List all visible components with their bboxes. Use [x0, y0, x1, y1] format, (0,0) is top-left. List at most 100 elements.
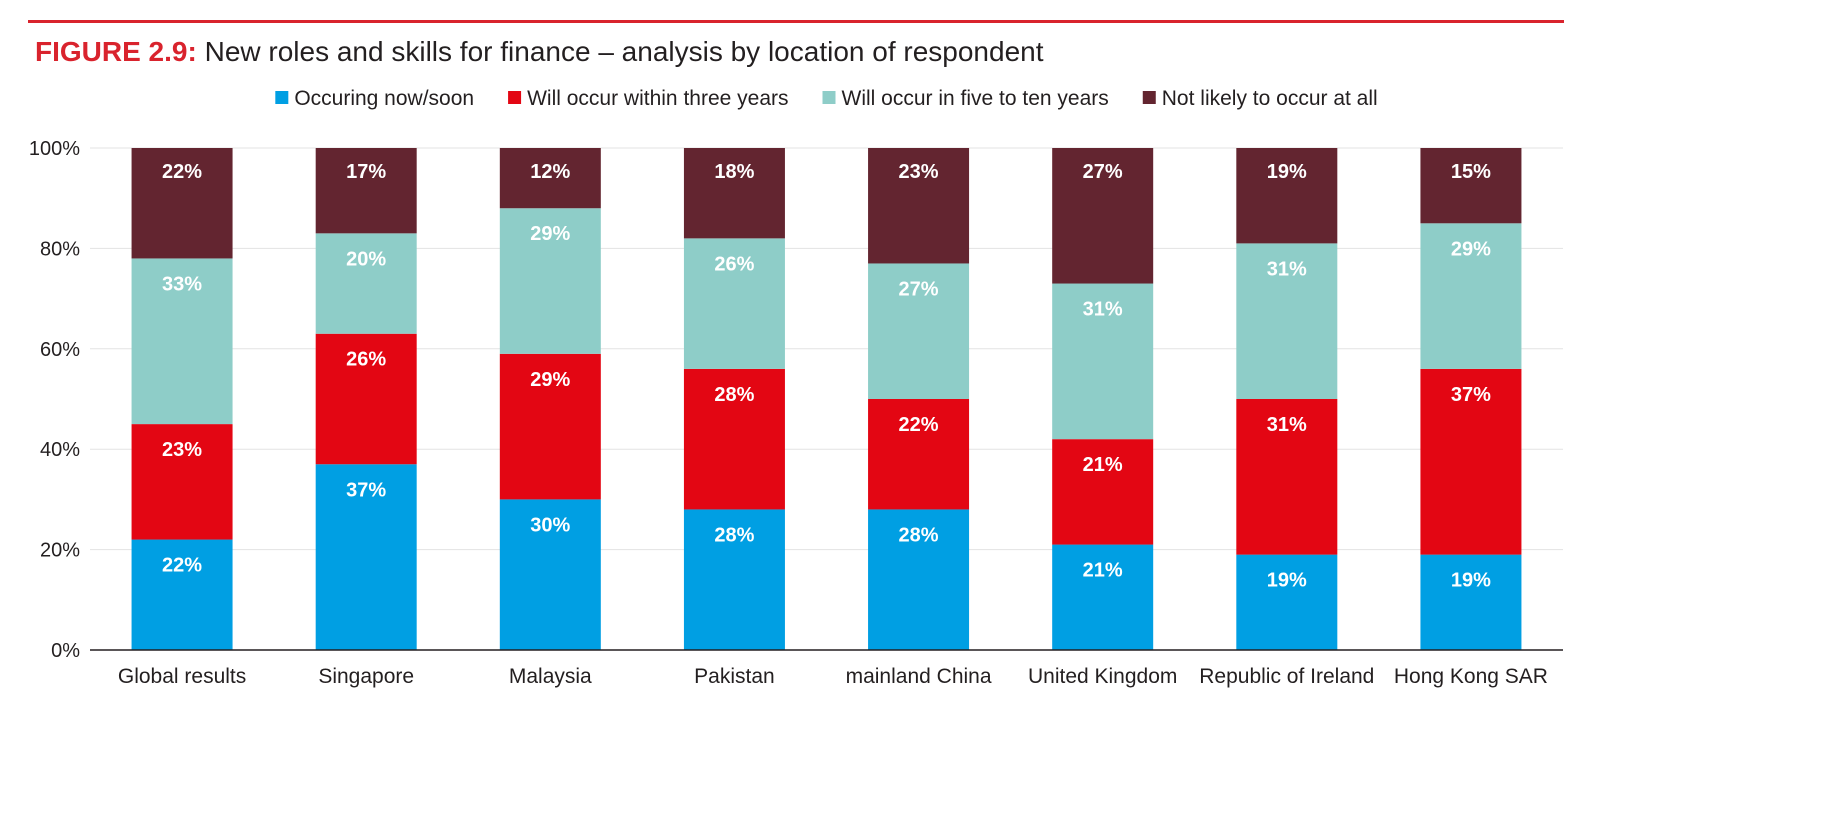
- data-label: 37%: [1451, 384, 1491, 406]
- bar-segment: [131, 258, 233, 425]
- data-label: 18%: [714, 161, 754, 183]
- chart-title: FIGURE 2.9: New roles and skills for fin…: [35, 36, 1044, 68]
- data-label: 21%: [1083, 560, 1123, 582]
- data-label: 28%: [714, 384, 754, 406]
- data-label: 27%: [1083, 161, 1123, 183]
- legend-item: Not likely to occur at all: [1142, 87, 1378, 110]
- category-label: Singapore: [318, 665, 414, 688]
- legend-item: Will occur in five to ten years: [822, 87, 1109, 110]
- legend-swatch: [1142, 91, 1156, 104]
- legend-label: Will occur in five to ten years: [842, 87, 1109, 110]
- category-label: mainland China: [846, 665, 992, 688]
- legend-label: Not likely to occur at all: [1162, 87, 1378, 110]
- bar-segment: [683, 148, 785, 239]
- bar-segment: [499, 353, 601, 500]
- data-label: 12%: [530, 161, 570, 183]
- y-tick-label: 40%: [40, 439, 80, 461]
- data-label: 31%: [1267, 258, 1307, 280]
- category-label: United Kingdom: [1028, 665, 1177, 688]
- data-label: 22%: [162, 161, 202, 183]
- data-label: 37%: [346, 479, 386, 501]
- bar-segment: [315, 233, 417, 334]
- data-label: 22%: [899, 414, 939, 436]
- figure-title: New roles and skills for finance – analy…: [204, 36, 1044, 67]
- data-label: 23%: [899, 161, 939, 183]
- y-tick-label: 0%: [51, 640, 80, 662]
- data-label: 19%: [1451, 570, 1491, 592]
- bar-segment: [1236, 243, 1338, 399]
- bar-segment: [868, 399, 970, 510]
- data-label: 28%: [714, 524, 754, 546]
- bar-segment: [1420, 554, 1522, 650]
- data-label: 29%: [530, 223, 570, 245]
- bar-segment: [499, 499, 601, 650]
- bars: [131, 148, 1522, 650]
- data-label: 33%: [162, 273, 202, 295]
- bar-segment: [1420, 148, 1522, 224]
- bar-segment: [131, 539, 233, 650]
- bar-segment: [1420, 223, 1522, 369]
- bar-segment: [868, 509, 970, 650]
- x-axis: Global results Singapore Malaysia Pakistan m…: [90, 649, 1563, 688]
- data-label: 30%: [530, 514, 570, 536]
- y-tick-label: 20%: [40, 540, 80, 562]
- data-label: 20%: [346, 248, 386, 270]
- y-axis: 0% 20% 40% 60% 80% 100%: [29, 138, 80, 662]
- data-label: 15%: [1451, 161, 1491, 183]
- bar-segment: [1420, 368, 1522, 555]
- data-labels: 22% 23% 33% 22% 37% 26% 20% 17% 30% 29% 29% 12% 28% 2…: [162, 161, 1491, 592]
- bar-segment: [1052, 544, 1154, 650]
- gridlines: [90, 147, 1563, 551]
- y-tick-label: 100%: [29, 138, 80, 160]
- bar-segment: [315, 148, 417, 234]
- legend: Occuring now/soon Will occur within three…: [275, 87, 1378, 110]
- bar-segment: [683, 509, 785, 650]
- bar-segment: [683, 238, 785, 369]
- legend-swatch: [508, 91, 522, 104]
- legend-label: Occuring now/soon: [294, 87, 474, 110]
- category-label: Hong Kong SAR: [1394, 665, 1548, 688]
- data-label: 19%: [1267, 161, 1307, 183]
- legend-swatch: [822, 91, 836, 104]
- data-label: 29%: [530, 369, 570, 391]
- data-label: 23%: [162, 439, 202, 461]
- data-label: 27%: [899, 278, 939, 300]
- bar-segment: [499, 208, 601, 354]
- bar-segment: [1236, 554, 1338, 650]
- bar-segment: [868, 263, 970, 399]
- data-label: 19%: [1267, 570, 1307, 592]
- y-tick-label: 80%: [40, 238, 80, 260]
- bar-segment: [683, 368, 785, 510]
- bar-segment: [1236, 148, 1338, 244]
- data-label: 22%: [162, 555, 202, 577]
- bar-segment: [131, 424, 233, 540]
- bar-segment: [499, 148, 601, 209]
- bar-segment: [1236, 399, 1338, 555]
- data-label: 31%: [1083, 299, 1123, 321]
- bar-segment: [1052, 439, 1154, 545]
- y-tick-label: 60%: [40, 339, 80, 361]
- bar-segment: [131, 148, 233, 259]
- bar-segment: [1052, 148, 1154, 284]
- bar-segment: [315, 333, 417, 465]
- category-label: Global results: [118, 665, 246, 688]
- bar-segment: [315, 464, 417, 650]
- top-rule: [28, 20, 1564, 23]
- category-label: Malaysia: [509, 665, 592, 688]
- bar-segment: [1052, 283, 1154, 440]
- category-label: Pakistan: [694, 665, 775, 688]
- data-label: 26%: [714, 253, 754, 275]
- data-label: 21%: [1083, 454, 1123, 476]
- data-label: 26%: [346, 349, 386, 371]
- data-label: 17%: [346, 161, 386, 183]
- figure-number: FIGURE 2.9:: [35, 36, 197, 67]
- data-label: 29%: [1451, 238, 1491, 260]
- category-label: Republic of Ireland: [1199, 665, 1374, 688]
- legend-item: Occuring now/soon: [275, 87, 474, 110]
- bar-segment: [868, 148, 970, 264]
- data-label: 28%: [899, 524, 939, 546]
- legend-item: Will occur within three years: [508, 87, 789, 110]
- legend-label: Will occur within three years: [527, 87, 788, 110]
- legend-swatch: [275, 91, 289, 104]
